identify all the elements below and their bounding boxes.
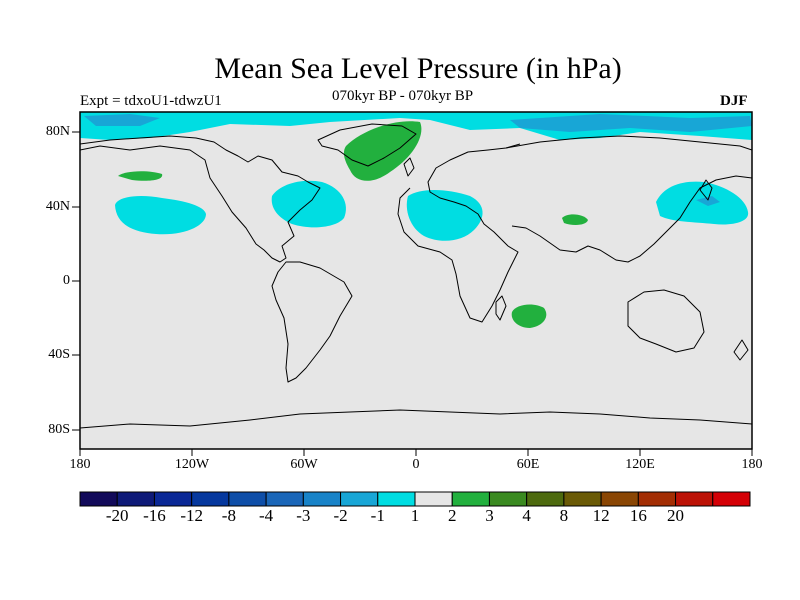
lat-label-40s: 40S: [48, 347, 70, 362]
colorbar-label: -4: [259, 506, 274, 525]
lat-label-80s: 80S: [48, 422, 70, 437]
indian-ocean-high: [511, 304, 547, 328]
colorbar-swatch: [116, 491, 155, 507]
north-atlantic-low: [271, 180, 346, 228]
lon-label-60w: 60W: [290, 457, 318, 472]
japan-coast: [699, 179, 713, 201]
northwest-pacific-low-core: [696, 196, 720, 206]
northwest-pacific-low: [656, 181, 749, 225]
colorbar-label: -16: [143, 506, 166, 525]
colorbar-label: 3: [485, 506, 494, 525]
colorbar-swatch: [637, 491, 677, 507]
colorbar-swatch: [488, 491, 528, 507]
colorbar-swatch: [414, 491, 453, 507]
lon-label-60e: 60E: [516, 457, 540, 472]
colorbar-swatch: [265, 491, 304, 507]
experiment-label: Expt = tdxoU1-tdwzU1: [80, 93, 222, 109]
north-america-coast: [80, 135, 321, 263]
colorbar-swatch: [377, 491, 416, 507]
colorbar-label: -1: [370, 506, 385, 525]
lon-label-180w: 180: [69, 457, 91, 472]
colorbar-swatch: [563, 491, 602, 507]
colorbar-label: -12: [180, 506, 203, 525]
europe-africa-coast: [397, 143, 521, 323]
australia-coast: [627, 289, 705, 353]
colorbar-swatch: [79, 491, 118, 507]
british-isles-coast: [403, 157, 415, 177]
colorbar-swatch: [675, 491, 714, 507]
colorbar-label: -3: [296, 506, 311, 525]
colorbar: [79, 491, 751, 507]
colorbar-label: 4: [522, 506, 531, 525]
colorbar-swatch: [712, 491, 751, 507]
north-pacific-high: [118, 171, 163, 181]
map-background: [80, 112, 752, 449]
colorbar-label: 2: [447, 506, 457, 525]
lat-label-equator: 0: [63, 273, 70, 288]
colorbar-label: 1: [410, 506, 420, 525]
lon-label-0: 0: [412, 457, 420, 472]
map-title: Mean Sea Level Pressure (in hPa): [214, 52, 622, 85]
colorbar-label: 8: [559, 506, 569, 525]
lon-label-120w: 120W: [174, 457, 210, 472]
colorbar-swatch: [340, 491, 379, 507]
colorbar-swatch: [228, 491, 267, 507]
mediterranean-low: [406, 190, 483, 241]
arctic-low-core: [510, 114, 752, 132]
asia-coast: [505, 135, 752, 263]
colorbar-label: 16: [629, 506, 647, 525]
colorbar-swatch: [191, 491, 230, 507]
greenland-high: [343, 121, 422, 181]
lon-label-120e: 120E: [625, 457, 655, 472]
lat-label-80n: 80N: [45, 124, 70, 139]
arctic-low-core-west: [84, 114, 160, 126]
antarctica-coast: [80, 409, 752, 429]
greenland-coast: [317, 123, 417, 167]
colorbar-label: -2: [333, 506, 348, 525]
central-asia-high: [562, 214, 588, 225]
colorbar-swatch: [302, 491, 342, 507]
new-zealand-coast: [733, 339, 749, 361]
season-label: DJF: [720, 93, 748, 109]
north-pacific-low: [115, 196, 206, 235]
axis-ticks: [72, 131, 753, 456]
colorbar-label: 20: [667, 506, 685, 525]
lon-label-180e: 180: [741, 457, 763, 472]
colorbar-swatch: [600, 491, 639, 507]
period-label: 070kyr BP - 070kyr BP: [332, 88, 474, 104]
coastlines: [80, 123, 752, 429]
pressure-anomaly-fields: [80, 112, 752, 328]
colorbar-label: -20: [105, 506, 129, 525]
colorbar-label: -8: [221, 506, 236, 525]
colorbar-label: 12: [592, 506, 610, 525]
colorbar-swatch: [451, 491, 490, 507]
south-america-coast: [271, 261, 353, 383]
lat-label-40n: 40N: [45, 199, 70, 214]
colorbar-swatch: [526, 491, 565, 507]
colorbar-swatch: [153, 491, 193, 507]
madagascar-coast: [495, 295, 507, 321]
